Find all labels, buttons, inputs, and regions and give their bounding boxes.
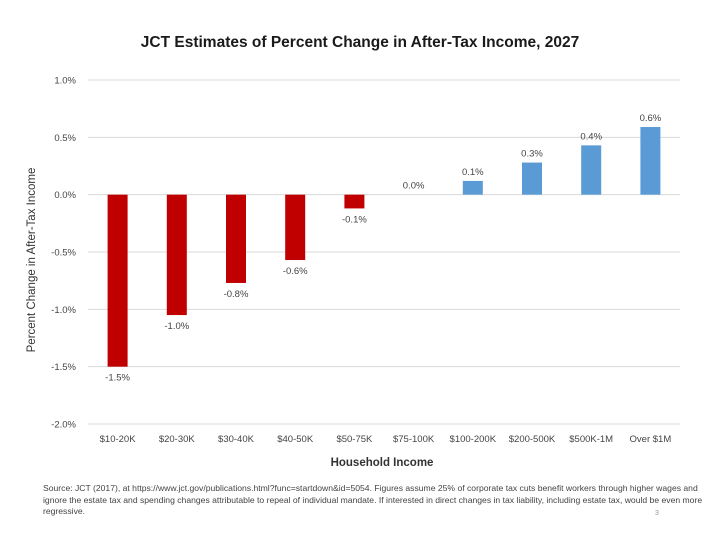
y-tick-label: 1.0%: [54, 76, 76, 87]
y-tick-label: -1.5%: [51, 362, 76, 373]
data-label: 0.4%: [580, 131, 602, 142]
source-note: Source: JCT (2017), at https://www.jct.g…: [43, 483, 703, 516]
data-label: -1.0%: [164, 321, 189, 332]
x-tick-label: $500K-1M: [569, 434, 613, 445]
data-label: -0.1%: [342, 214, 367, 225]
y-tick-label: -1.0%: [51, 305, 76, 316]
x-tick-label: $50-75K: [336, 434, 373, 445]
data-label: 0.1%: [462, 167, 484, 178]
data-label: -0.8%: [224, 289, 249, 300]
bar: [581, 145, 602, 195]
bar: [166, 194, 187, 316]
bar: [107, 194, 128, 367]
page-number: 3: [655, 510, 659, 517]
bar: [344, 194, 365, 209]
x-tick-label: $75-100K: [393, 434, 435, 445]
x-tick-label: $200-500K: [509, 434, 556, 445]
data-label: 0.0%: [403, 181, 425, 192]
data-label: -0.6%: [283, 266, 308, 277]
bar: [285, 194, 306, 261]
bar: [640, 127, 661, 195]
data-label: 0.3%: [521, 149, 543, 160]
x-tick-label: $100-200K: [450, 434, 497, 445]
chart-title: JCT Estimates of Percent Change in After…: [140, 34, 580, 51]
x-tick-label: $20-30K: [159, 434, 196, 445]
y-axis-title: Percent Change in After-Tax Income: [26, 168, 38, 353]
y-tick-label: 0.5%: [54, 133, 76, 144]
x-tick-label: $40-50K: [277, 434, 314, 445]
data-label: 0.6%: [640, 113, 662, 124]
y-tick-label: 0.0%: [54, 190, 76, 201]
bar: [522, 162, 542, 195]
data-label: -1.5%: [105, 373, 130, 384]
x-tick-label: Over $1M: [630, 434, 672, 445]
x-tick-label: $30-40K: [218, 434, 255, 445]
y-tick-label: -0.5%: [51, 248, 76, 259]
bar: [226, 194, 246, 283]
x-tick-label: $10-20K: [100, 434, 137, 445]
x-axis-title: Household Income: [331, 457, 434, 469]
y-tick-label: -2.0%: [51, 420, 76, 431]
bar: [462, 180, 483, 195]
